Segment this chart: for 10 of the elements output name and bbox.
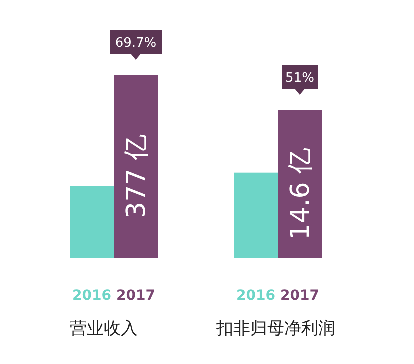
annotation: 69.7% xyxy=(115,36,157,51)
data-label: 14.6 亿 xyxy=(286,148,316,240)
x-tick-label: 2016 xyxy=(72,288,112,304)
annotation: 51% xyxy=(286,71,314,86)
x-tick-label: 2016 xyxy=(236,288,276,304)
x-tick-label: 2017 xyxy=(116,288,156,304)
data-label: 377 亿 xyxy=(122,134,152,218)
x-axis-title: 扣非归母净利润 xyxy=(216,319,336,339)
x-axis-title: 营业收入 xyxy=(70,319,138,339)
x-tick-label: 2017 xyxy=(280,288,320,304)
